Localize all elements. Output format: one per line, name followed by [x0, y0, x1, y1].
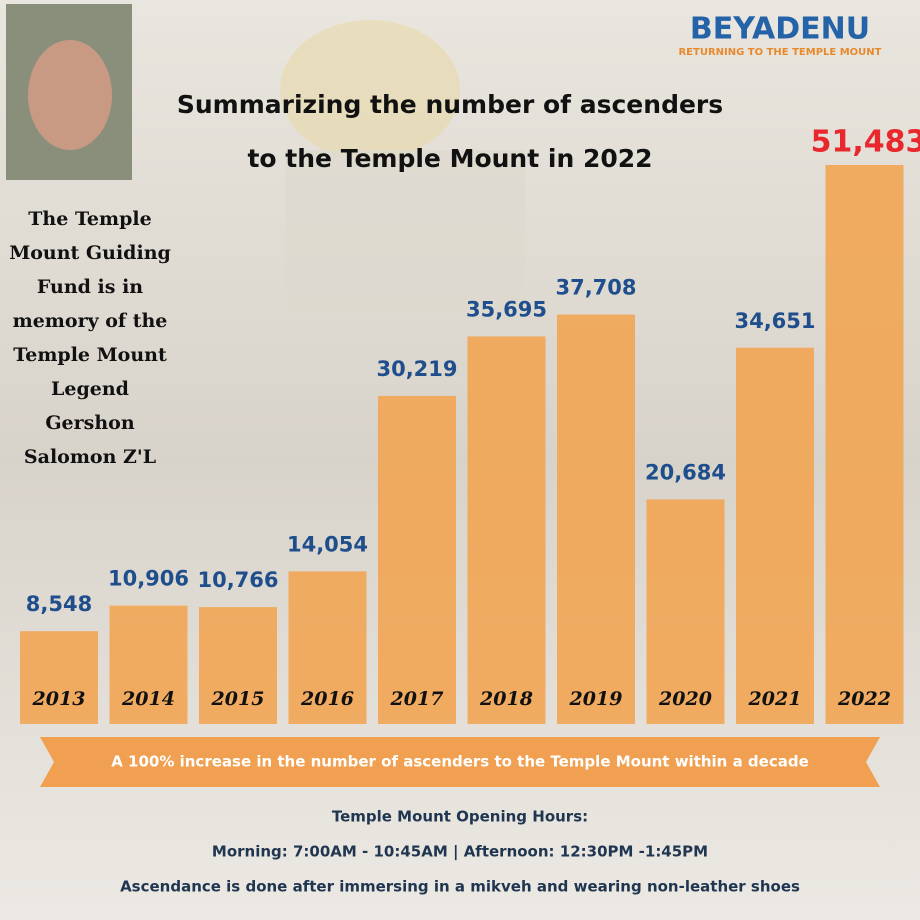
memorial-line: Gershon [45, 412, 135, 434]
value-label: 35,695 [466, 297, 547, 321]
value-label: 51,483 [811, 125, 920, 160]
bar [467, 336, 546, 724]
memorial-line: memory of the [13, 310, 168, 332]
memorial-line: The Temple [28, 208, 151, 230]
title: Summarizing the number of ascenders [177, 90, 723, 119]
memorial-line: Salomon Z'L [24, 446, 156, 468]
bar [288, 571, 367, 724]
bar [557, 314, 635, 724]
value-label: 8,548 [26, 592, 92, 616]
year-label: 2021 [748, 688, 802, 710]
value-label: 14,054 [287, 532, 368, 556]
hours-line: Ascendance is done after immersing in a … [120, 878, 800, 896]
banner-text: A 100% increase in the number of ascende… [111, 753, 809, 771]
memorial-line: Fund is in [37, 276, 143, 298]
portrait-face [28, 40, 112, 150]
year-label: 2018 [479, 688, 533, 710]
banner [40, 737, 880, 787]
year-label: 2019 [569, 688, 623, 710]
year-label: 2013 [32, 688, 86, 710]
bar [199, 607, 277, 724]
value-label: 20,684 [645, 460, 726, 484]
hours-line: Temple Mount Opening Hours: [332, 808, 588, 826]
year-label: 2016 [300, 688, 354, 710]
memorial-line: Temple Mount [13, 344, 167, 366]
memorial-line: Legend [51, 378, 129, 400]
value-label: 10,906 [108, 567, 189, 591]
bar [378, 395, 456, 724]
bar [736, 347, 814, 724]
year-label: 2014 [121, 688, 175, 710]
bar [109, 605, 188, 724]
building [285, 150, 525, 310]
value-label: 30,219 [376, 357, 457, 381]
year-label: 2015 [211, 688, 265, 710]
dome [280, 20, 460, 160]
value-label: 34,651 [734, 309, 815, 333]
title: to the Temple Mount in 2022 [247, 144, 652, 173]
tagline: RETURNING TO THE TEMPLE MOUNT [678, 47, 881, 58]
logo: BEYADENU [690, 12, 870, 47]
bar [646, 499, 725, 724]
year-label: 2017 [390, 688, 444, 710]
year-label: 2020 [658, 688, 712, 710]
year-label: 2022 [837, 688, 891, 710]
bar [825, 165, 904, 724]
bar [20, 631, 98, 724]
memorial-line: Mount Guiding [9, 242, 171, 264]
value-label: 10,766 [197, 568, 278, 592]
hours-line: Morning: 7:00AM - 10:45AM | Afternoon: 1… [212, 843, 708, 862]
value-label: 37,708 [555, 276, 636, 300]
